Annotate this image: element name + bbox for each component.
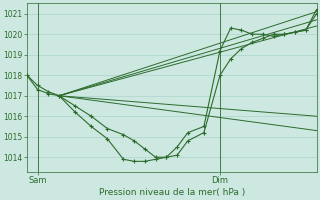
X-axis label: Pression niveau de la mer( hPa ): Pression niveau de la mer( hPa ) [99,188,245,197]
